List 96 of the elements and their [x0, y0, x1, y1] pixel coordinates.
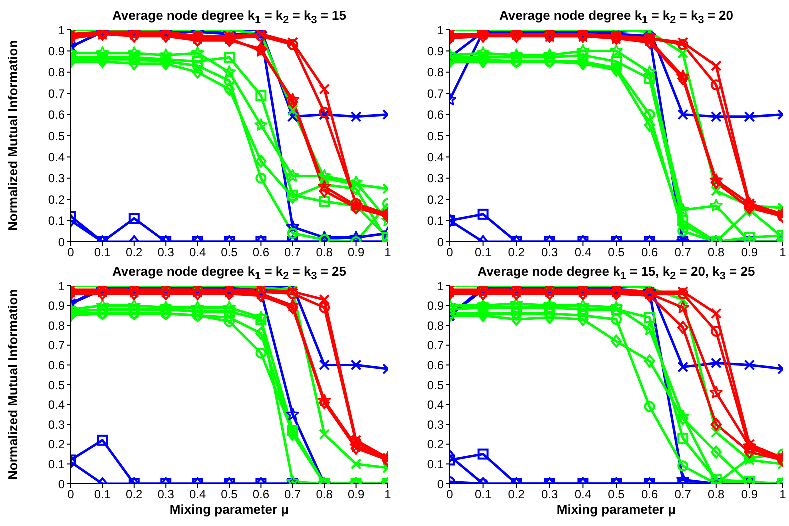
- x-tick-label: 1: [780, 488, 787, 502]
- x-tick-label: 0.3: [542, 488, 559, 502]
- chart-title: Average node degree k$_{1}$ = k$_{2}$ = k$_{3}$ = 25: [111, 264, 348, 283]
- y-tick-label: 0.9: [48, 299, 66, 314]
- y-tick-label: 0.4: [48, 398, 66, 412]
- y-tick-label: 0.3: [427, 418, 444, 432]
- y-tick-label: 0.1: [427, 214, 444, 228]
- x-tick-label: 0.1: [474, 246, 492, 260]
- x-axis-title: Mixing parameter μ: [170, 502, 290, 517]
- x-tick-label: 0.1: [94, 246, 112, 260]
- x-tick-label: 0.2: [508, 488, 526, 502]
- y-tick-label: 0.7: [48, 86, 66, 101]
- y-tick-label: 0.9: [427, 299, 444, 314]
- y-tick-label: 0.2: [427, 192, 444, 207]
- y-tick-label: 0.5: [427, 378, 444, 392]
- y-tick-label: 0.7: [427, 86, 444, 101]
- y-tick-label: 0.1: [427, 457, 444, 472]
- x-tick-label: 0.8: [316, 488, 334, 502]
- y-axis-title: Normalized Mutual Information: [6, 289, 21, 480]
- y-tick-label: 0.4: [427, 150, 444, 164]
- y-tick-label: 0.7: [427, 338, 444, 353]
- y-tick-label: 1: [437, 23, 444, 38]
- y-tick-label: 0.1: [48, 457, 66, 472]
- y-tick-label: 0.5: [48, 129, 66, 144]
- x-tick-label: 0: [68, 246, 75, 260]
- x-tick-label: 0.2: [126, 488, 144, 502]
- x-tick-label: 1: [384, 488, 392, 502]
- x-tick-label: 0.6: [641, 246, 658, 260]
- y-tick-label: 0.2: [48, 192, 66, 207]
- y-tick-label: 1: [58, 279, 66, 294]
- x-tick-label: 0.6: [252, 488, 270, 502]
- x-tick-label: 1: [384, 246, 392, 260]
- y-tick-label: 0.3: [48, 418, 66, 432]
- y-tick-label: 0.3: [427, 172, 444, 186]
- x-tick-label: 0.1: [474, 488, 492, 502]
- y-tick-label: 0: [58, 477, 66, 492]
- x-tick-label: 0.7: [284, 246, 302, 260]
- y-tick-label: 0.6: [48, 108, 66, 122]
- y-tick-label: 0.8: [427, 66, 444, 80]
- x-tick-label: 0.3: [158, 488, 175, 502]
- x-tick-label: 0.5: [608, 246, 626, 260]
- x-tick-label: 0: [446, 488, 454, 502]
- x-tick-label: 0.4: [574, 488, 592, 502]
- x-axis-title: Mixing parameter μ: [556, 502, 676, 517]
- chart-title: Average node degree k$_{1}$ = 15, k$_{2}$ = 20, k$_{3}$ = 25: [476, 264, 756, 283]
- y-tick-label: 0.4: [48, 150, 66, 164]
- y-tick-label: 0.4: [427, 398, 444, 412]
- x-tick-label: 0: [446, 246, 454, 260]
- y-tick-label: 0: [58, 235, 66, 250]
- chart-title: Average node degree k$_{1}$ = k$_{2}$ = k$_{3}$ = 15: [111, 8, 348, 27]
- x-tick-label: 0.5: [608, 488, 626, 502]
- x-tick-label: 0.3: [542, 246, 559, 260]
- y-tick-label: 0.6: [427, 108, 444, 122]
- y-tick-label: 1: [58, 23, 66, 38]
- x-tick-label: 0.9: [741, 488, 758, 502]
- y-tick-label: 0.8: [427, 318, 444, 333]
- y-tick-label: 0: [437, 235, 444, 250]
- x-tick-label: 0.9: [741, 246, 758, 260]
- y-axis-title: Normalized Mutual Information: [6, 40, 21, 231]
- x-tick-label: 0.2: [126, 246, 144, 260]
- y-tick-label: 0.6: [48, 358, 66, 372]
- x-tick-label: 0.4: [189, 488, 206, 502]
- x-tick-label: 0.5: [221, 246, 238, 260]
- x-tick-label: 0: [68, 488, 75, 502]
- y-tick-label: 0.5: [48, 378, 66, 392]
- x-tick-label: 1: [780, 246, 787, 260]
- x-tick-label: 0.4: [189, 246, 206, 260]
- x-tick-label: 0.3: [158, 246, 175, 260]
- y-tick-label: 0.7: [48, 338, 66, 353]
- y-tick-label: 0.6: [427, 358, 444, 372]
- x-tick-label: 0.4: [574, 246, 592, 260]
- x-tick-label: 0.7: [674, 246, 692, 260]
- x-tick-label: 0.2: [508, 246, 526, 260]
- x-tick-label: 0.8: [708, 488, 726, 502]
- y-tick-label: 1: [437, 279, 444, 294]
- x-tick-label: 0.9: [348, 246, 365, 260]
- x-tick-label: 0.7: [284, 488, 302, 502]
- y-tick-label: 0.2: [427, 438, 444, 452]
- x-tick-label: 0.8: [316, 246, 334, 260]
- y-tick-label: 0.8: [48, 318, 66, 333]
- y-tick-label: 0.1: [48, 214, 66, 228]
- y-tick-label: 0.2: [48, 438, 66, 452]
- x-tick-label: 0.8: [708, 246, 726, 260]
- x-tick-label: 0.6: [252, 246, 270, 260]
- x-tick-label: 0.9: [348, 488, 365, 502]
- x-tick-label: 0.1: [94, 488, 112, 502]
- y-tick-label: 0: [437, 477, 444, 492]
- x-tick-label: 0.7: [674, 488, 692, 502]
- chart-title: Average node degree k$_{1}$ = k$_{2}$ = k$_{3}$ = 20: [498, 8, 735, 27]
- y-tick-label: 0.9: [427, 44, 444, 58]
- x-tick-label: 0.5: [221, 488, 238, 502]
- y-tick-label: 0.3: [48, 172, 66, 186]
- y-tick-label: 0.9: [48, 44, 66, 58]
- x-tick-label: 0.6: [641, 488, 658, 502]
- y-tick-label: 0.8: [48, 66, 66, 80]
- y-tick-label: 0.5: [427, 129, 444, 144]
